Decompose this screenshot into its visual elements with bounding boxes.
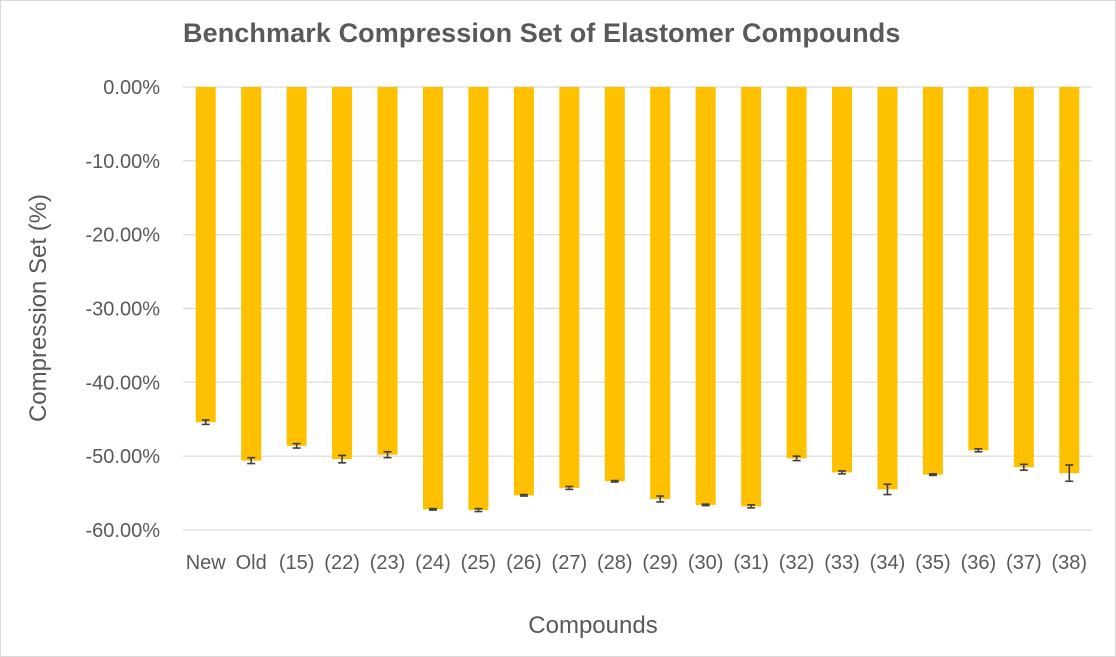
y-axis-tick-labels: 0.00% -10.00% -20.00% -30.00% -40.00% -50.00%… [86, 77, 161, 542]
x-tick-label: (34) [870, 552, 906, 574]
x-tick-label: (22) [324, 552, 360, 574]
error-bar [792, 455, 801, 462]
error-bar [974, 447, 983, 453]
error-bar [1019, 463, 1028, 471]
gridlines [183, 86, 1092, 531]
bar [332, 87, 353, 460]
bar [1013, 87, 1034, 468]
error-bar [428, 507, 437, 511]
error-bar [610, 479, 619, 483]
bar [741, 87, 762, 507]
error-bar [383, 450, 392, 459]
y-tick-label: -50.00% [86, 446, 161, 468]
y-tick-label: -20.00% [86, 225, 161, 247]
bar [877, 87, 898, 490]
x-tick-label: (27) [552, 552, 588, 574]
bar [422, 87, 443, 510]
error-bar [1065, 464, 1074, 483]
x-tick-label: (23) [370, 552, 406, 574]
y-axis-label: Compression Set (%) [25, 194, 52, 422]
x-tick-label: (25) [461, 552, 497, 574]
error-bar [247, 456, 256, 465]
x-tick-label: (30) [688, 552, 724, 574]
bar [377, 87, 398, 455]
error-bar [201, 419, 210, 426]
bar [468, 87, 489, 511]
chart-title: Benchmark Compression Set of Elastomer C… [183, 18, 901, 48]
bar [968, 87, 989, 451]
error-bar [519, 493, 528, 497]
error-bar [656, 495, 665, 503]
error-bar [474, 507, 483, 513]
bars [195, 87, 1080, 511]
bar [241, 87, 262, 461]
bar [922, 87, 943, 475]
error-bar [338, 454, 347, 464]
x-tick-label: (15) [279, 552, 315, 574]
error-bar [565, 485, 574, 491]
y-tick-label: -40.00% [86, 372, 161, 394]
x-tick-label: (36) [961, 552, 997, 574]
error-bar [883, 483, 892, 496]
x-tick-label: (37) [1006, 552, 1042, 574]
bar [195, 87, 216, 423]
x-tick-label: (35) [915, 552, 951, 574]
error-bar [747, 504, 756, 509]
x-axis-label: Compounds [528, 612, 657, 639]
y-tick-label: -30.00% [86, 299, 161, 321]
y-tick-label: 0.00% [103, 77, 160, 99]
error-bar [701, 503, 710, 507]
x-tick-label: New [186, 552, 227, 574]
y-tick-label: -60.00% [86, 520, 161, 542]
bar [513, 87, 534, 496]
bar [650, 87, 671, 499]
error-bars [201, 419, 1074, 513]
bar [695, 87, 716, 505]
error-bar [292, 442, 301, 449]
x-tick-label: (28) [597, 552, 633, 574]
bar [559, 87, 580, 488]
bar [1059, 87, 1080, 474]
x-tick-label: (38) [1051, 552, 1087, 574]
x-tick-label: Old [236, 552, 267, 574]
error-bar [838, 470, 847, 475]
x-tick-label: (33) [824, 552, 860, 574]
bar [832, 87, 853, 473]
bar [286, 87, 307, 446]
error-bar [928, 473, 937, 477]
x-axis-tick-labels: New Old (15) (22) (23) (24) (25) (26) (27) (28) (2… [186, 552, 1087, 574]
x-tick-label: (32) [779, 552, 815, 574]
x-tick-label: (24) [415, 552, 451, 574]
x-tick-label: (26) [506, 552, 542, 574]
x-tick-label: (31) [733, 552, 769, 574]
y-tick-label: -10.00% [86, 151, 161, 173]
bar [786, 87, 807, 459]
x-tick-label: (29) [642, 552, 678, 574]
bar [604, 87, 625, 482]
